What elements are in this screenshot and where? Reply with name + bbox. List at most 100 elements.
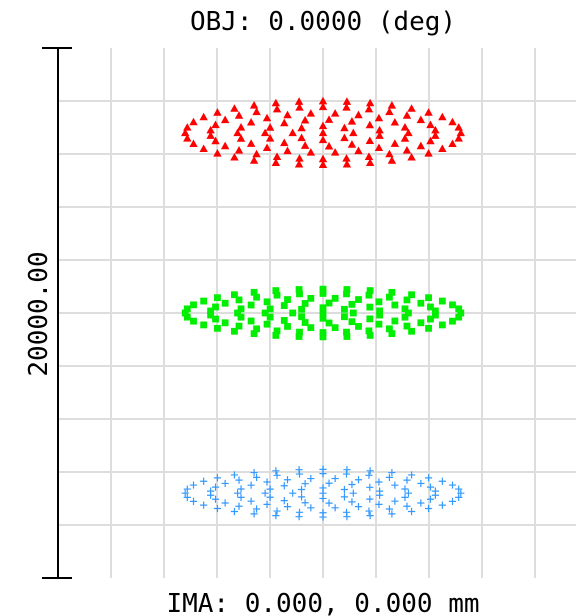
plus-ray-mark — [266, 485, 274, 493]
square-ray-mark — [403, 296, 411, 304]
plus-ray-mark — [280, 497, 288, 505]
square-ray-mark — [325, 319, 333, 327]
plus-ray-mark — [307, 474, 315, 483]
triangle-ray-mark — [374, 113, 384, 122]
plus-ray-mark — [348, 480, 356, 489]
plus-ray-mark — [200, 477, 208, 485]
square-ray-mark — [200, 297, 208, 305]
triangle-ray-mark — [183, 123, 192, 131]
triangle-ray-mark — [324, 115, 334, 123]
plus-ray-mark — [273, 507, 281, 515]
triangle-ray-mark — [342, 154, 351, 162]
triangle-ray-mark — [318, 154, 328, 163]
triangle-ray-mark — [300, 115, 310, 124]
plus-ray-mark — [417, 499, 425, 507]
plus-ray-mark — [365, 471, 373, 479]
triangle-ray-mark — [265, 134, 275, 142]
plus-ray-mark — [237, 493, 245, 501]
plus-ray-mark — [272, 467, 280, 475]
triangle-ray-mark — [318, 102, 328, 111]
square-ray-mark — [266, 313, 274, 321]
plus-ray-mark — [233, 489, 242, 497]
triangle-ray-mark — [318, 96, 328, 105]
triangle-ray-mark — [402, 146, 412, 154]
triangle-ray-mark — [431, 125, 440, 134]
square-ray-mark — [427, 303, 434, 311]
square-ray-mark — [296, 328, 303, 336]
triangle-ray-mark — [364, 104, 374, 113]
plus-ray-mark — [211, 483, 220, 491]
plus-ray-mark — [221, 499, 229, 507]
square-ray-mark — [331, 324, 339, 332]
triangle-ray-mark — [318, 121, 328, 130]
triangle-ray-mark — [252, 149, 261, 158]
plus-ray-mark — [252, 473, 261, 481]
plus-ray-mark — [401, 485, 409, 493]
plus-ray-mark — [289, 489, 297, 497]
triangle-ray-mark — [306, 148, 316, 156]
square-ray-mark — [319, 304, 327, 312]
square-ray-mark — [405, 309, 412, 317]
square-ray-mark — [365, 291, 373, 299]
triangle-ray-mark — [271, 98, 281, 107]
plus-ray-mark — [401, 493, 409, 501]
plus-ray-mark — [301, 480, 309, 488]
square-ray-mark — [295, 333, 303, 340]
square-ray-mark — [235, 322, 243, 330]
plus-ray-mark — [376, 487, 384, 495]
square-ray-mark — [247, 317, 255, 325]
square-ray-mark — [301, 319, 309, 326]
plus-ray-mark — [319, 470, 327, 478]
square-ray-mark — [386, 325, 393, 333]
plus-ray-mark — [407, 507, 416, 516]
square-ray-mark — [355, 323, 362, 330]
triangle-ray-mark — [431, 131, 440, 139]
triangle-ray-mark — [295, 103, 304, 111]
triangle-ray-mark — [189, 117, 198, 126]
x-axis-label: IMA: 0.000, 0.000 mm — [166, 589, 479, 616]
square-ray-mark — [319, 290, 327, 297]
triangle-ray-mark — [426, 120, 435, 129]
square-ray-mark — [417, 299, 425, 307]
square-ray-mark — [183, 313, 191, 321]
square-ray-mark — [319, 309, 327, 317]
square-ray-mark — [221, 299, 229, 307]
plus-ray-mark — [385, 505, 394, 513]
triangle-ray-mark — [454, 134, 463, 142]
triangle-ray-mark — [213, 149, 222, 157]
triangle-ray-mark — [183, 134, 192, 142]
plus-ray-mark — [250, 468, 258, 477]
square-ray-mark — [375, 298, 383, 306]
triangle-ray-mark — [283, 146, 292, 155]
plus-ray-mark — [235, 502, 243, 510]
scale-bar — [42, 47, 72, 579]
square-ray-mark — [261, 309, 269, 317]
plus-ray-mark — [237, 485, 245, 493]
plus-ray-mark — [263, 478, 271, 486]
triangle-ray-mark — [252, 107, 261, 116]
triangle-ray-mark — [318, 128, 328, 137]
plus-ray-mark — [455, 493, 463, 501]
square-ray-mark — [455, 313, 463, 321]
triangle-ray-mark — [375, 131, 384, 139]
triangle-ray-mark — [404, 128, 413, 137]
square-ray-mark — [388, 330, 396, 338]
square-ray-mark — [343, 286, 351, 293]
triangle-ray-mark — [342, 103, 351, 111]
square-ray-mark — [272, 332, 280, 339]
scale-bar-label: 20000.00 — [24, 251, 54, 376]
triangle-ray-mark — [342, 97, 352, 105]
square-ray-mark — [190, 301, 197, 309]
triangle-ray-mark — [324, 141, 334, 150]
plus-ray-mark — [307, 504, 315, 512]
plus-ray-mark — [340, 485, 349, 494]
triangle-ray-mark — [448, 139, 457, 148]
triangle-ray-mark — [400, 134, 410, 142]
plus-ray-mark — [181, 489, 189, 497]
plus-ray-mark — [457, 489, 465, 497]
square-ray-mark — [401, 305, 409, 313]
triangle-ray-mark — [199, 144, 208, 153]
triangle-ray-mark — [330, 148, 340, 156]
square-ray-mark — [289, 309, 297, 317]
square-ray-mark — [417, 319, 425, 327]
